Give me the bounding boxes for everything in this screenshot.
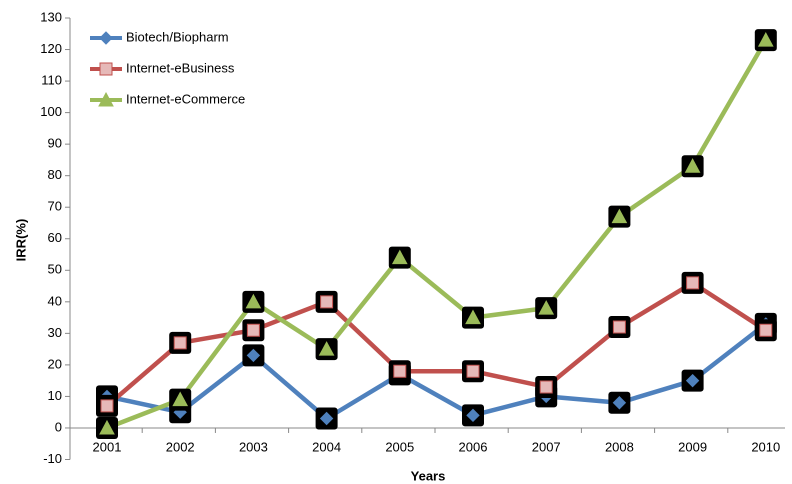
- y-tick-label: 70: [48, 199, 62, 214]
- marker: [318, 341, 335, 356]
- marker: [685, 373, 700, 388]
- y-tick-label: 80: [48, 167, 62, 182]
- y-tick-label: 40: [48, 293, 62, 308]
- y-tick-label: -10: [43, 451, 62, 466]
- x-tick-label: 2003: [239, 439, 268, 454]
- y-tick-label: 110: [41, 73, 62, 88]
- marker: [319, 411, 334, 426]
- marker: [245, 293, 262, 309]
- y-axis-label: IRR(%): [13, 219, 28, 262]
- marker: [539, 380, 553, 394]
- marker: [684, 158, 701, 173]
- marker: [465, 309, 481, 325]
- y-tick-label: 100: [40, 104, 62, 119]
- marker: [612, 320, 626, 334]
- y-tick-label: 90: [48, 136, 62, 151]
- y-tick-label: 130: [40, 9, 62, 24]
- legend-marker: [99, 62, 113, 76]
- marker: [611, 208, 628, 224]
- marker: [757, 32, 774, 47]
- marker: [172, 391, 189, 407]
- x-tick-label: 2009: [678, 439, 707, 454]
- marker: [320, 295, 334, 309]
- marker: [393, 364, 407, 378]
- marker: [759, 323, 773, 337]
- marker: [99, 419, 115, 435]
- marker: [246, 323, 260, 337]
- series-line: [106, 38, 768, 431]
- marker: [100, 399, 114, 413]
- y-tick-label: 20: [48, 356, 62, 371]
- marker: [173, 336, 187, 350]
- legend-label: Biotech/Biopharm: [126, 29, 229, 44]
- y-tick-label: 10: [48, 388, 62, 403]
- marker: [466, 408, 480, 423]
- x-tick-label: 2006: [459, 439, 488, 454]
- x-tick-label: 2010: [751, 439, 780, 454]
- legend-marker: [99, 31, 113, 45]
- marker: [538, 300, 555, 315]
- x-tick-label: 2007: [532, 439, 561, 454]
- marker: [686, 276, 700, 290]
- x-axis-label: Years: [411, 468, 446, 483]
- marker: [391, 249, 408, 265]
- marker: [246, 348, 261, 363]
- x-tick-label: 2001: [93, 439, 122, 454]
- x-tick-label: 2005: [385, 439, 414, 454]
- marker: [612, 396, 627, 410]
- y-tick-label: 50: [48, 262, 62, 277]
- y-tick-label: 60: [48, 230, 62, 245]
- series-line: [105, 280, 768, 408]
- legend-marker: [98, 91, 114, 107]
- y-tick-label: 0: [55, 419, 62, 434]
- y-tick-label: 30: [48, 325, 62, 340]
- legend-label: Internet-eCommerce: [126, 91, 245, 106]
- y-tick-label: 120: [40, 41, 62, 56]
- series-line: [106, 322, 768, 421]
- x-tick-label: 2002: [166, 439, 195, 454]
- legend: Biotech/Biopharm Internet-eBusiness Intern…: [90, 29, 245, 107]
- legend-label: Internet-eBusiness: [126, 60, 235, 75]
- x-tick-label: 2004: [312, 439, 341, 454]
- x-tick-label: 2008: [605, 439, 634, 454]
- marker: [466, 364, 480, 378]
